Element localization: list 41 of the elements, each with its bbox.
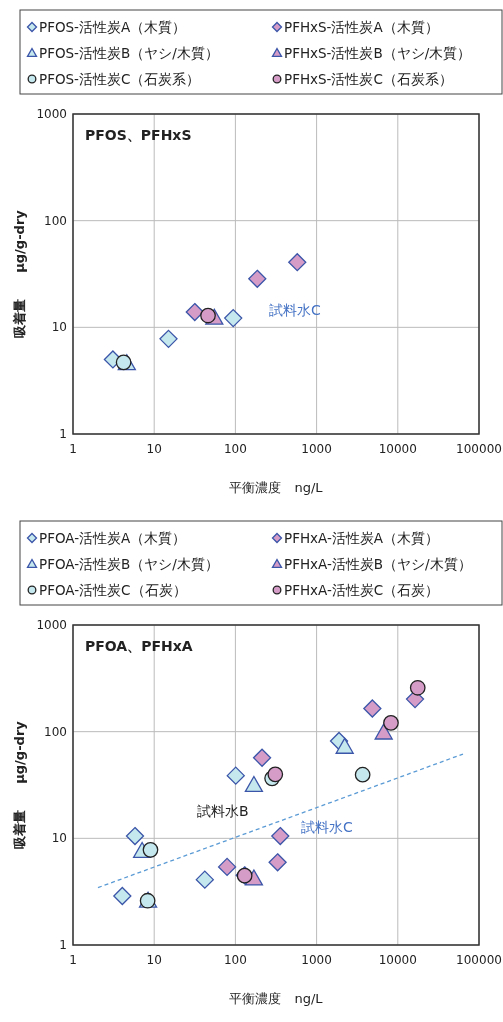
x-tick-label: 100 [223,442,247,456]
x-tick-label: 100 [223,953,247,967]
legend-label: PFOS-活性炭C（石炭系） [39,71,201,87]
y-axis-title: 吸着量 μg/g-dry [12,209,27,338]
legend-label: PFHxA-活性炭C（石炭） [284,582,440,598]
y-tick-label: 100 [44,724,67,739]
x-tick-label: 1000 [301,442,332,456]
x-tick-label: 1000 [301,953,332,967]
legend-label: PFOS-活性炭B（ヤシ/木質） [39,45,219,61]
legend-label: PFHxA-活性炭B（ヤシ/木質） [284,556,472,572]
legend-label: PFHxA-活性炭A（木質） [284,530,440,546]
annotation: 試料水C [268,302,321,319]
y-tick-label: 1 [59,427,67,441]
y-tick-label: 1000 [36,618,67,632]
y-axis-title: 吸着量 μg/g-dry [12,720,27,849]
x-tick-label: 1 [69,953,77,967]
x-tick-label: 100000 [456,442,502,456]
y-tick-label: 1000 [36,107,67,121]
legend-label: PFHxS-活性炭A（木質） [284,19,439,35]
y-tick-label: 10 [51,320,67,335]
text: PFOA、PFHxA [85,638,193,654]
annotation: 試料水C [301,819,354,836]
x-tick-label: 1 [69,442,77,456]
annotation: 試料水B [197,803,249,820]
x-tick-label: 10000 [378,953,417,967]
y-tick-label: 100 [44,213,67,228]
legend-label: PFOA-活性炭C（石炭） [39,582,187,598]
x-tick-label: 10 [146,953,162,967]
x-tick-label: 10000 [378,442,417,456]
y-tick-label: 10 [51,831,67,846]
text: PFOS、PFHxS [85,127,192,143]
legend-label: PFOS-活性炭A（木質） [39,19,187,35]
x-axis-title: 平衡濃度 ng/L [229,991,324,1006]
y-tick-label: 1 [59,938,67,952]
x-tick-label: 100000 [456,953,502,967]
legend-label: PFOA-活性炭B（ヤシ/木質） [39,556,219,572]
x-tick-label: 10 [146,442,162,456]
legend-label: PFHxS-活性炭B（ヤシ/木質） [284,45,472,61]
legend-label: PFHxS-活性炭C（石炭系） [284,71,453,87]
x-axis-title: 平衡濃度 ng/L [229,480,324,495]
legend-label: PFOA-活性炭A（木質） [39,530,187,546]
